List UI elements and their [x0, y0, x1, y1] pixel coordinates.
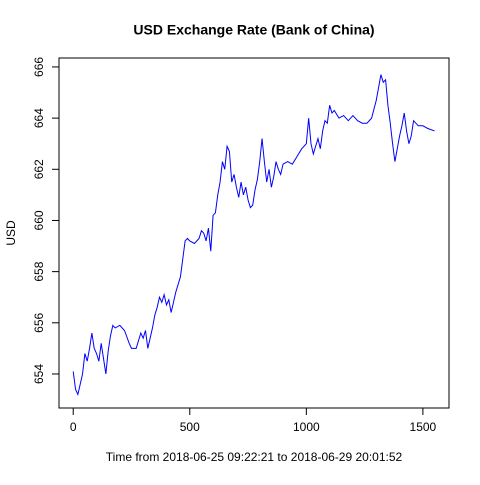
y-tick-label: 666	[32, 57, 46, 77]
y-tick-label: 654	[32, 364, 46, 384]
y-tick-label: 658	[32, 261, 46, 281]
x-axis-label: Time from 2018-06-25 09:22:21 to 2018-06…	[106, 450, 403, 464]
y-tick-label: 660	[32, 210, 46, 230]
x-tick-label: 0	[70, 420, 77, 434]
y-axis-label: USD	[4, 220, 18, 246]
line-series	[72, 74, 435, 396]
plot-box	[58, 57, 450, 409]
y-tick-label: 662	[32, 159, 46, 179]
chart-title: USD Exchange Rate (Bank of China)	[133, 22, 374, 38]
x-tick-label: 1000	[293, 420, 320, 434]
x-tick-label: 500	[180, 420, 200, 434]
y-tick-label: 656	[32, 312, 46, 332]
x-tick-label: 1500	[410, 420, 437, 434]
y-tick-label: 664	[32, 108, 46, 128]
